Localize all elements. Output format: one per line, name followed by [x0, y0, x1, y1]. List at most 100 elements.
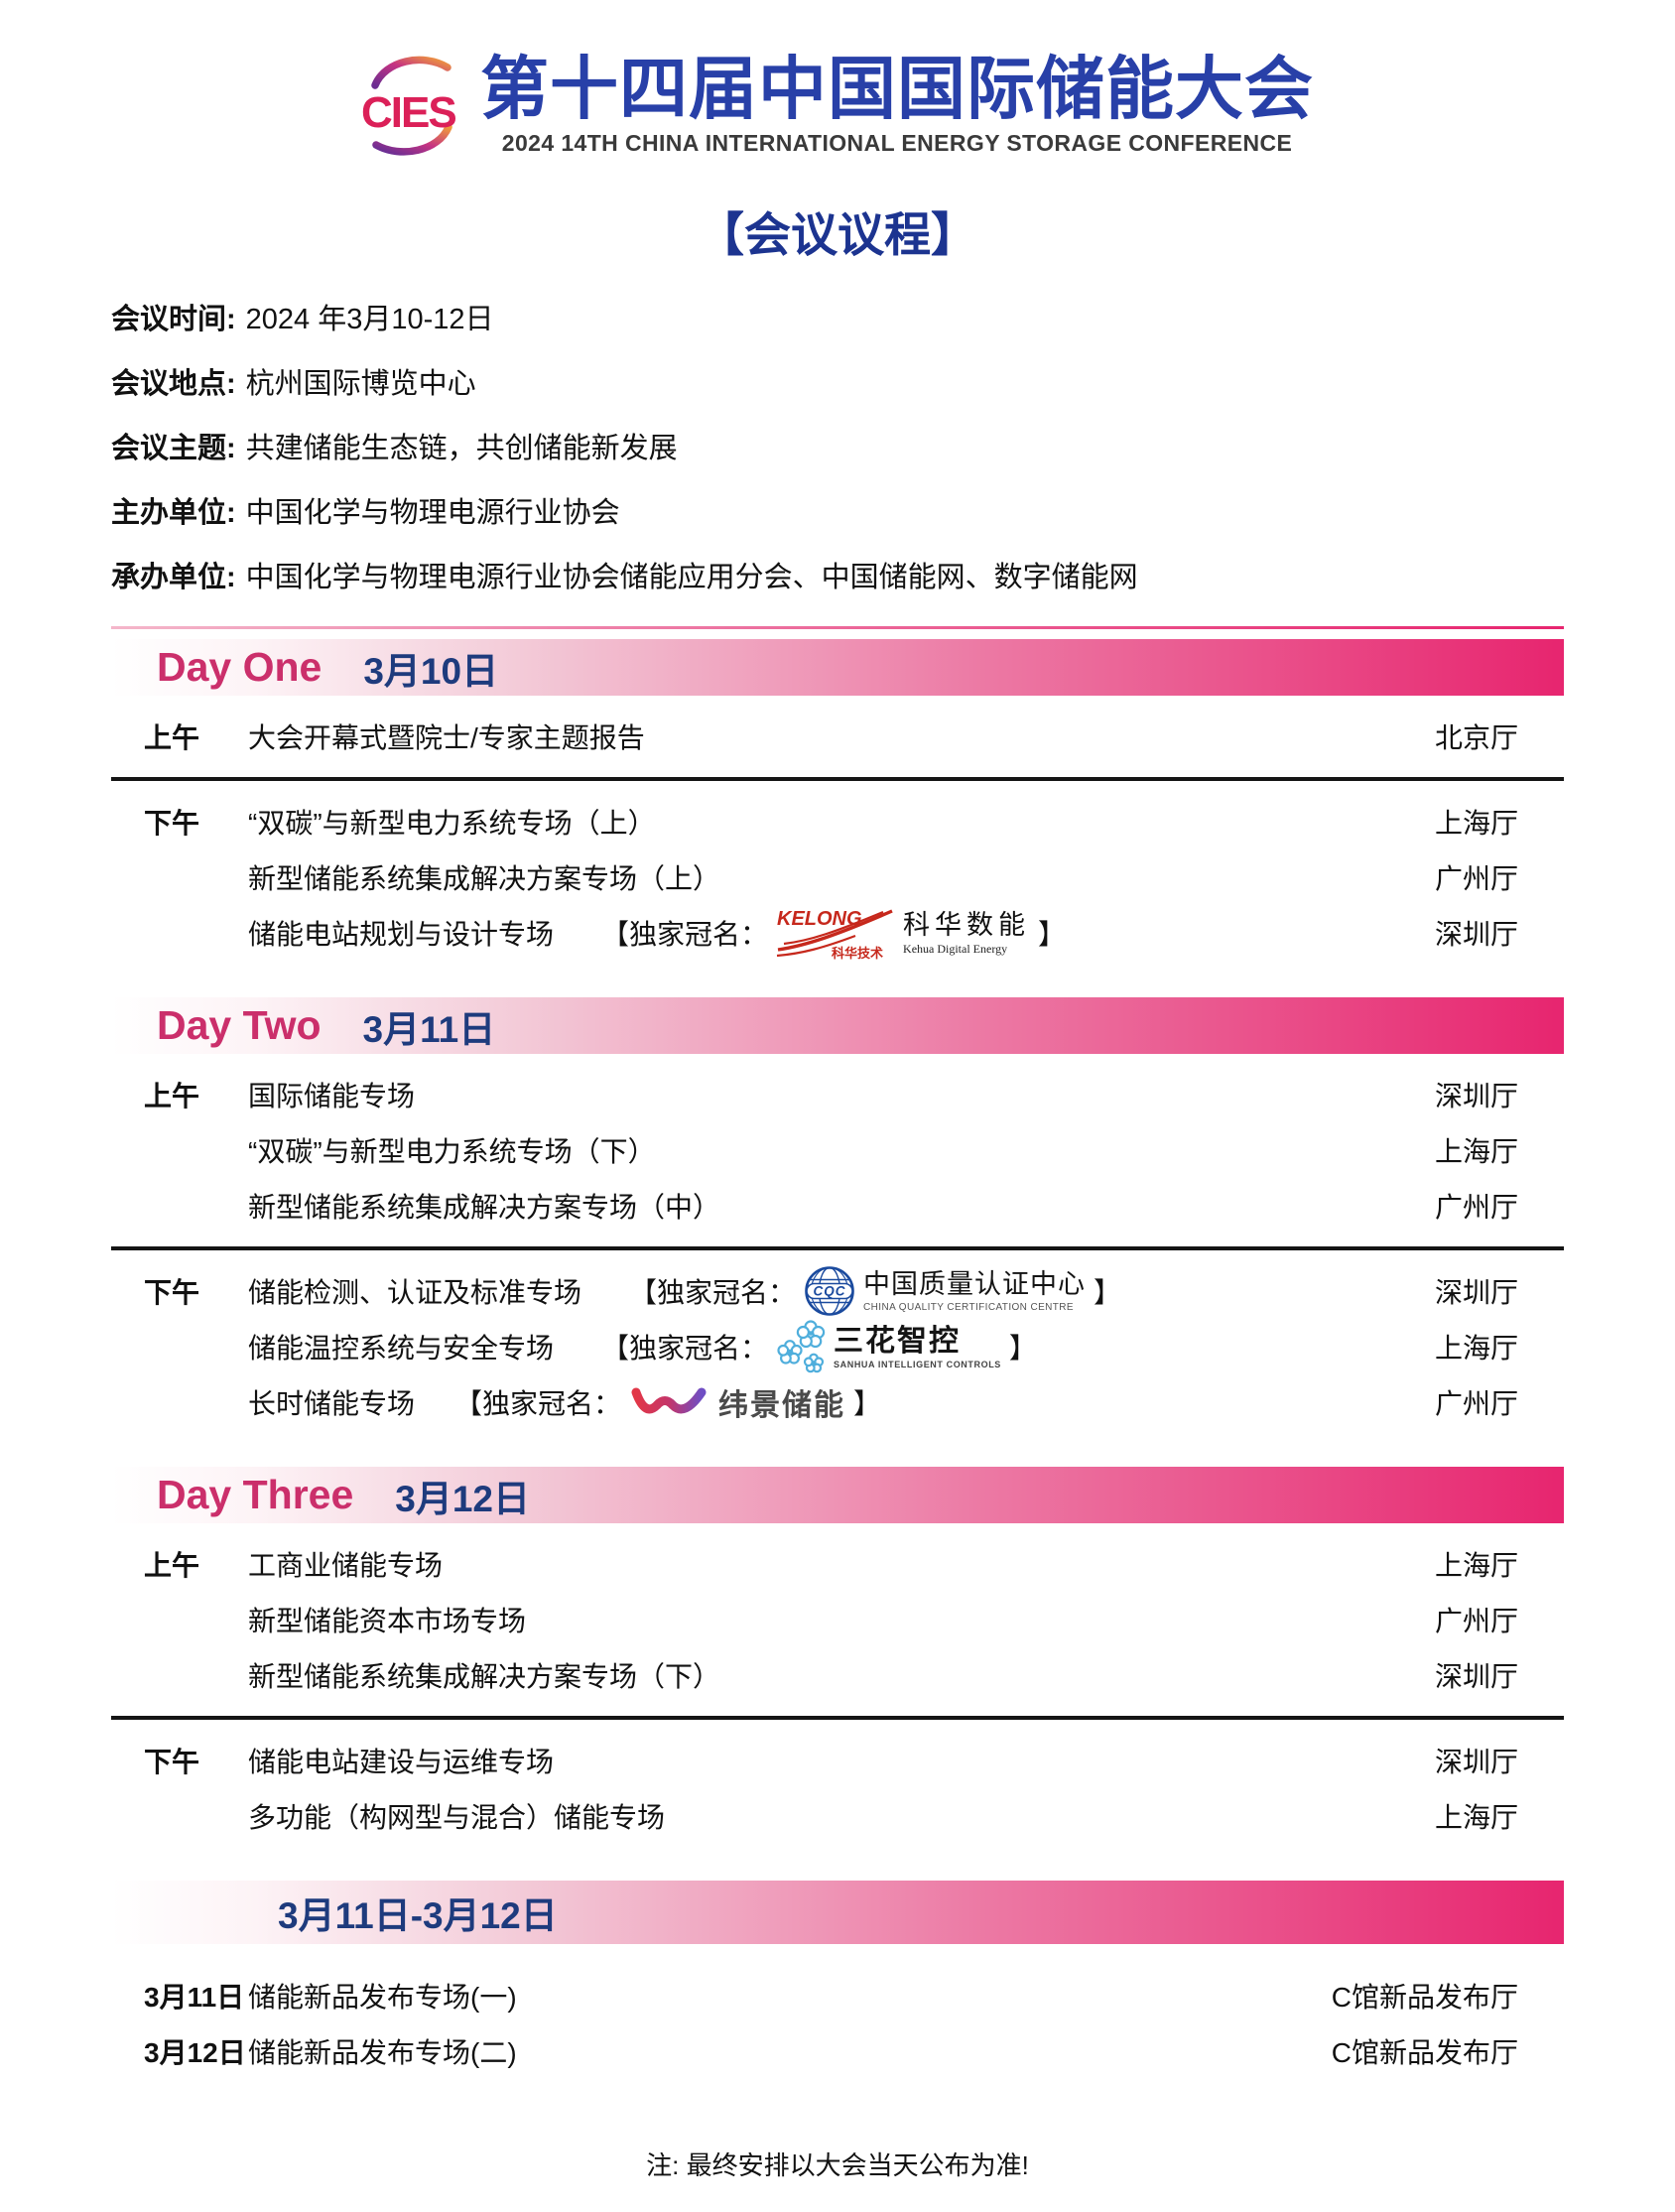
sanhua-blossom-icon — [777, 1320, 826, 1373]
session-room: 北京厅 — [1434, 722, 1518, 754]
session-row: 上午 工商业储能专场 上海厅 — [144, 1536, 1518, 1592]
info-host: 主办单位: 中国化学与物理电源行业协会 — [111, 496, 1675, 530]
session-row: 新型储能系统集成解决方案专场（中） 广州厅 — [144, 1178, 1518, 1234]
session-room: 上海厅 — [1434, 1333, 1518, 1365]
multi-day-rows: 3月11日 储能新品发布专场(一) C馆新品发布厅 3月12日 储能新品发布专场… — [144, 1944, 1518, 2092]
session-row: 3月11日 储能新品发布专场(一) C馆新品发布厅 — [144, 1968, 1518, 2023]
session-time: 上午 — [144, 1081, 200, 1112]
day-date: 3月11日-3月12日 — [278, 1895, 558, 1937]
session-title: 长时储能专场 【独家冠名： — [248, 1380, 881, 1424]
weijing-wave-icon — [631, 1387, 707, 1414]
session-title-text: 长时储能专场 — [248, 1388, 416, 1420]
session-room: C馆新品发布厅 — [1331, 2037, 1518, 2069]
session-title: 工商业储能专场 — [248, 1550, 444, 1582]
session-title: 大会开幕式暨院士/专家主题报告 — [248, 722, 645, 754]
info-value: 2024 年3月10-12日 — [245, 304, 494, 335]
weijing-name-cn: 纬景储能 — [718, 1389, 846, 1423]
session-room: 上海厅 — [1434, 808, 1518, 840]
info-theme: 会议主题: 共建储能生态链，共创储能新发展 — [111, 432, 1675, 465]
day-date: 3月11日 — [362, 1008, 496, 1050]
session-title: 储能电站建设与运维专场 — [248, 1747, 555, 1778]
sponsor-bracket-open: 【独家冠名： — [601, 1333, 769, 1365]
session-title: 新型储能系统集成解决方案专场（下） — [248, 1661, 721, 1693]
info-label: 承办单位: — [111, 561, 236, 593]
footer-note: 注: 最终安排以大会当天公布为准! — [646, 2150, 1029, 2180]
day-two-morning: 上午 国际储能专场 深圳厅 “双碳”与新型电力系统专场（下） 上海厅 新型储能系… — [144, 1054, 1518, 1246]
day-label: Day Three — [157, 1472, 354, 1518]
session-room: 上海厅 — [1434, 1550, 1518, 1582]
section-divider — [111, 777, 1564, 782]
section-divider — [111, 1246, 1564, 1251]
session-row: 下午 储能电站建设与运维专场 深圳厅 — [144, 1733, 1518, 1788]
cqc-name-cn: 中国质量认证中心 — [863, 1268, 1087, 1299]
session-row: 新型储能系统集成解决方案专场（下） 深圳厅 — [144, 1647, 1518, 1703]
info-label: 会议主题: — [111, 432, 236, 464]
info-value: 共建储能生态链，共创储能新发展 — [245, 432, 678, 464]
session-time: 下午 — [144, 1277, 200, 1309]
day-two-banner: Day Two 3月11日 — [111, 997, 1564, 1055]
session-row: 下午 储能检测、认证及标准专场 【独家冠名： — [144, 1263, 1518, 1319]
day-three-section: Day Three 3月12日 上午 工商业储能专场 上海厅 新型储能资本市场专… — [0, 1467, 1675, 1857]
session-title: 储能检测、认证及标准专场 【独家冠名： CQC — [248, 1265, 1121, 1317]
kehua-logo: KELONG 科华技术 科华数能 Kehua Digital Energy — [776, 905, 1030, 961]
conference-title: 第十四届中国国际储能大会 — [480, 51, 1314, 128]
sanhua-logo: 三花智控 SANHUA INTELLIGENT CONTROLS — [776, 1320, 1001, 1373]
sponsor-bracket-close: 】 — [1008, 1333, 1037, 1365]
kehua-name-cn: 科华数能 — [903, 910, 1031, 941]
session-title: 储能温控系统与安全专场 【独家冠名： — [248, 1320, 1037, 1373]
session-time: 上午 — [144, 1550, 200, 1582]
sponsor-bracket-close: 】 — [1094, 1277, 1122, 1309]
cqc-globe-icon: CQC — [805, 1266, 854, 1317]
conference-header: CIES 第十四届中国国际储能大会 2024 14TH CHINA INTERN… — [0, 0, 1675, 163]
multi-day-section: 3月11日-3月12日 3月11日 储能新品发布专场(一) C馆新品发布厅 3月… — [0, 1881, 1675, 2092]
info-label: 会议时间: — [111, 304, 236, 335]
session-room: 深圳厅 — [1434, 1661, 1518, 1693]
sanhua-name-cn: 三花智控 — [834, 1324, 962, 1358]
info-value: 杭州国际博览中心 — [245, 367, 476, 400]
session-room: 广州厅 — [1434, 1192, 1518, 1224]
session-title: “双碳”与新型电力系统专场（下） — [248, 1136, 656, 1168]
day-label: Day Two — [157, 1002, 322, 1049]
svg-text:CQC: CQC — [814, 1284, 846, 1299]
day-two-afternoon: 下午 储能检测、认证及标准专场 【独家冠名： — [144, 1250, 1518, 1443]
cqc-name-en: CHINA QUALITY CERTIFICATION CENTRE — [863, 1302, 1074, 1314]
session-time: 下午 — [144, 1747, 200, 1778]
sponsor-bracket-open: 【独家冠名： — [629, 1277, 797, 1309]
sponsor-bracket-open: 【独家冠名： — [454, 1388, 622, 1420]
weijing-logo: 纬景储能 — [629, 1380, 845, 1424]
session-row: 长时储能专场 【独家冠名： — [144, 1374, 1518, 1430]
session-time: 3月11日 — [144, 1982, 245, 2014]
conference-subtitle: 2024 14TH CHINA INTERNATIONAL ENERGY STO… — [501, 129, 1293, 156]
meeting-info: 会议时间: 2024 年3月10-12日 会议地点: 杭州国际博览中心 会议主题: 共… — [111, 304, 1675, 594]
session-room: 上海厅 — [1434, 1136, 1518, 1168]
sponsor-bracket-close: 】 — [853, 1388, 882, 1420]
cies-logo-icon: CIES — [361, 48, 460, 163]
day-one-section: Day One 3月10日 上午 大会开幕式暨院士/专家主题报告 北京厅 下午 … — [0, 639, 1675, 974]
agenda-heading: 【会议议程】 — [698, 208, 977, 261]
info-organizer: 承办单位: 中国化学与物理电源行业协会储能应用分会、中国储能网、数字储能网 — [111, 561, 1675, 594]
day-date: 3月12日 — [395, 1478, 530, 1519]
day-one-morning: 上午 大会开幕式暨院士/专家主题报告 北京厅 — [144, 696, 1518, 777]
session-title-text: 储能电站规划与设计专场 — [248, 919, 555, 951]
session-room: C馆新品发布厅 — [1331, 1982, 1518, 2014]
day-label: Day One — [157, 644, 322, 691]
kehua-name-en: Kehua Digital Energy — [903, 941, 1008, 956]
session-title-text: 储能检测、认证及标准专场 — [248, 1277, 582, 1309]
info-location: 会议地点: 杭州国际博览中心 — [111, 367, 1675, 401]
session-room: 深圳厅 — [1434, 1747, 1518, 1778]
sponsor-tag: 【独家冠名： 纬景储能 — [454, 1380, 881, 1424]
session-title: 新型储能系统集成解决方案专场（中） — [248, 1192, 721, 1224]
session-row: 储能电站规划与设计专场 【独家冠名： KELONG 科华技术 — [144, 905, 1518, 961]
cqc-logo: CQC 中国质量认证中心 CHINA QUALITY CERTIFICATION… — [804, 1265, 1086, 1317]
session-row: 下午 “双碳”与新型电力系统专场（上） 上海厅 — [144, 794, 1518, 849]
session-title: 储能新品发布专场(二) — [248, 2037, 517, 2069]
multi-day-banner: 3月11日-3月12日 — [111, 1881, 1564, 1945]
sponsor-bracket-open: 【独家冠名： — [601, 919, 769, 951]
session-title: 储能新品发布专场(一) — [248, 1982, 517, 2014]
sponsor-tag: 【独家冠名： CQC — [629, 1265, 1121, 1317]
info-label: 主办单位: — [111, 496, 236, 529]
session-row: 3月12日 储能新品发布专场(二) C馆新品发布厅 — [144, 2023, 1518, 2079]
session-room: 广州厅 — [1434, 863, 1518, 895]
sponsor-bracket-close: 】 — [1038, 919, 1067, 951]
info-label: 会议地点: — [111, 367, 236, 400]
